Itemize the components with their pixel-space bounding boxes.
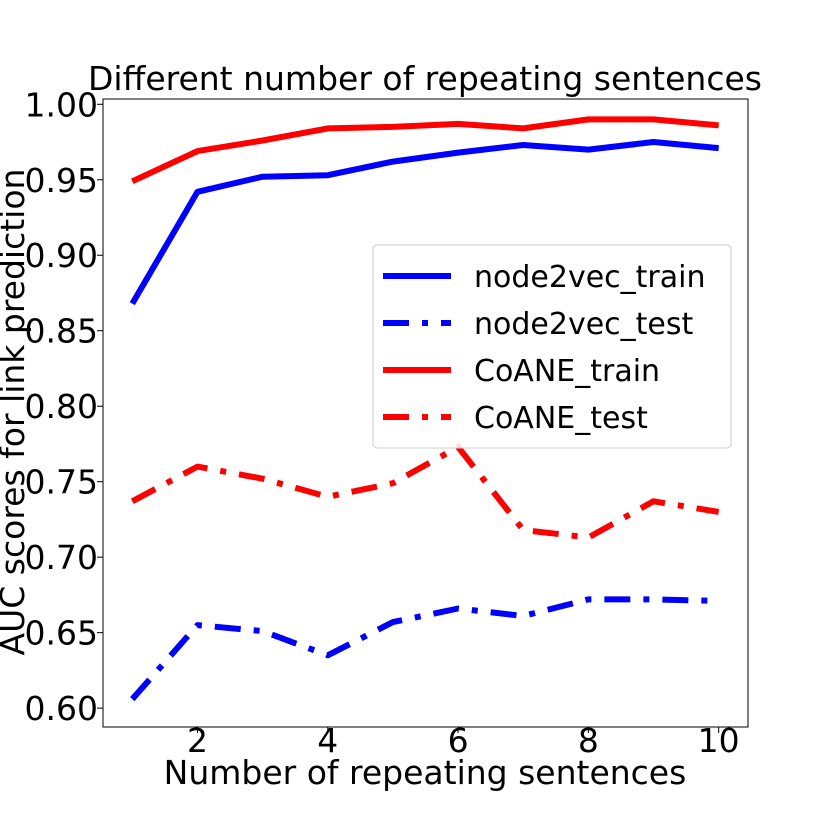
- series-line-coane-test: [130, 444, 720, 541]
- x-tick-label: 4: [317, 721, 338, 760]
- legend-label: CoANE_train: [474, 354, 660, 389]
- chart-title: Different number of repeating sentences: [88, 59, 762, 98]
- y-tick-label: 0.70: [25, 538, 98, 577]
- x-tick-label: 6: [448, 721, 469, 760]
- y-tick-label: 1.00: [25, 85, 98, 124]
- legend: node2vec_train node2vec_test CoANE_train Co…: [372, 244, 732, 449]
- series-line-node2vec-train: [129, 139, 719, 306]
- series-line-coane-train: [131, 116, 719, 185]
- x-tick-label: 2: [187, 721, 208, 760]
- y-tick-label: 0.90: [25, 236, 98, 275]
- y-tick-label: 0.80: [25, 387, 98, 426]
- x-axis-label: Number of repeating sentences: [164, 753, 687, 792]
- x-tick-label: 8: [578, 721, 599, 760]
- y-axis-label: AUC scores for link prediction: [0, 169, 32, 656]
- y-tick-label: 0.95: [25, 161, 98, 200]
- legend-box: [372, 244, 732, 449]
- legend-label: node2vec_train: [474, 260, 706, 295]
- plot-frame: [102, 98, 749, 728]
- series-layer: [129, 116, 720, 702]
- legend-label: node2vec_test: [474, 307, 694, 342]
- y-tick-label: 0.60: [25, 689, 98, 728]
- y-tick-label: 0.85: [25, 312, 98, 351]
- y-tick-label: 0.75: [25, 463, 98, 502]
- y-tick-label: 0.65: [25, 614, 98, 653]
- series-line-node2vec-test: [130, 596, 719, 702]
- axes-layer: 2 4 6 8 100.600.650.700.750.800.850.900.951.…: [25, 85, 740, 760]
- legend-label: CoANE_test: [474, 401, 648, 436]
